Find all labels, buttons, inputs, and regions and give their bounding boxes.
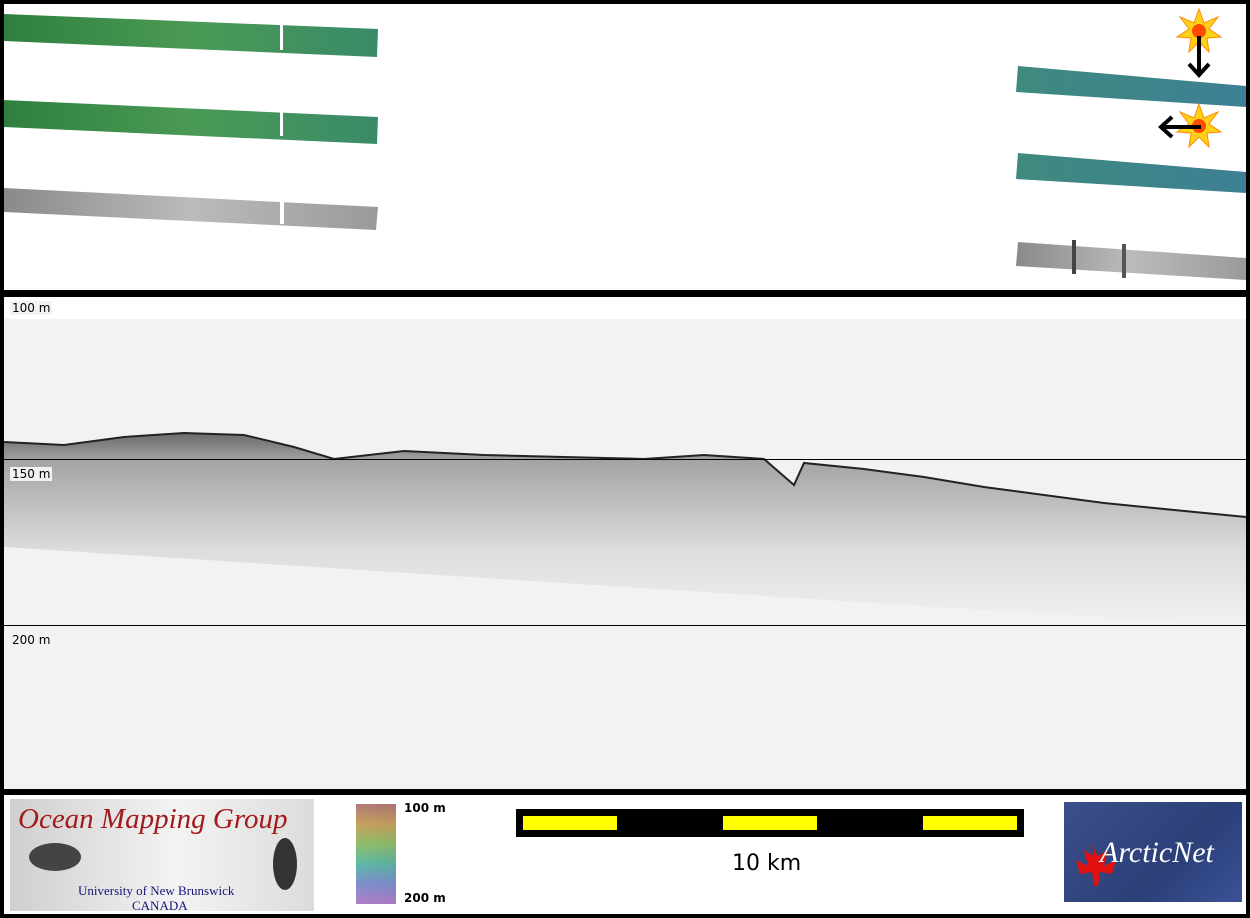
bathymetry-strip	[1016, 66, 1246, 107]
scale-segment	[723, 816, 817, 830]
seafloor-reflector	[4, 433, 1246, 627]
sub-bottom-profile: 100 m 150 m 200 m	[4, 297, 1246, 789]
seafloor-line	[4, 431, 1246, 518]
depth-colorbar	[356, 804, 396, 904]
swath-map-panel	[4, 4, 1246, 290]
backscatter-strip	[1016, 242, 1246, 280]
depth-gridline	[4, 625, 1246, 626]
scale-bar	[516, 809, 1024, 837]
legend-panel: Ocean Mapping Group University of New Br…	[4, 795, 1246, 914]
bathymetry-strip	[4, 100, 378, 144]
colorbar-top-label: 100 m	[404, 801, 446, 815]
depth-label: 200 m	[10, 633, 53, 647]
depth-gridline	[4, 459, 1246, 460]
arcticnet-wordmark: ArcticNet	[1100, 836, 1214, 869]
ocean-mapping-group-logo: Ocean Mapping Group University of New Br…	[10, 799, 314, 911]
logo-graphic	[29, 838, 297, 890]
scale-segment	[523, 816, 617, 830]
logo-subtitle: University of New Brunswick	[78, 883, 235, 898]
logo-country: CANADA	[132, 898, 188, 911]
backscatter-strip	[4, 188, 378, 230]
arcticnet-logo: ArcticNet	[1064, 802, 1242, 902]
echogram	[4, 297, 1246, 627]
depth-label: 100 m	[10, 301, 53, 315]
arrow-down-icon	[1187, 36, 1211, 78]
arrow-left-icon	[1158, 115, 1201, 139]
scale-label: 10 km	[732, 851, 802, 876]
bathymetry-strip	[4, 14, 378, 57]
swath-strips	[4, 7, 1246, 280]
bathymetry-strip	[1016, 153, 1246, 193]
maple-leaf-icon	[1076, 844, 1116, 886]
scale-segment	[923, 816, 1017, 830]
depth-label: 150 m	[10, 467, 53, 481]
colorbar-bottom-label: 200 m	[404, 891, 446, 905]
logo-title: Ocean Mapping Group	[18, 803, 288, 835]
